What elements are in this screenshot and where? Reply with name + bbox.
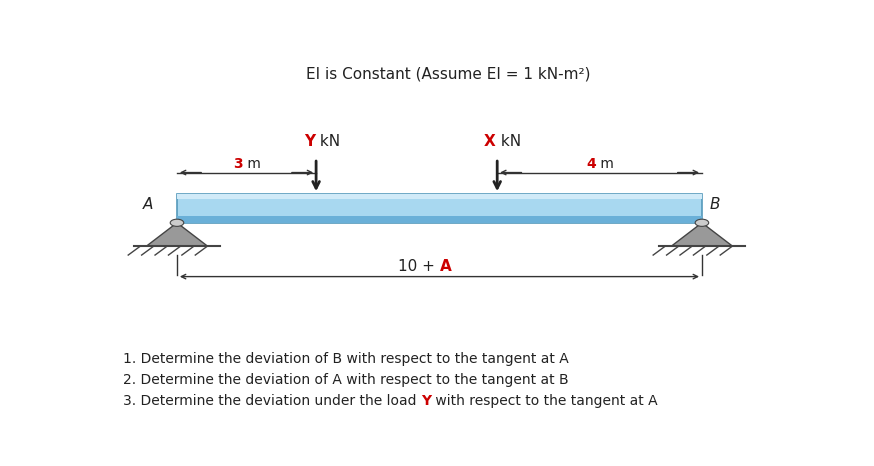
Text: Y: Y	[420, 394, 431, 408]
Text: EI is Constant (Assume EI = 1 kN-m²): EI is Constant (Assume EI = 1 kN-m²)	[306, 67, 590, 82]
Bar	[177, 194, 702, 199]
Text: 3: 3	[233, 157, 243, 171]
Text: A: A	[440, 259, 451, 274]
Bar	[177, 194, 702, 223]
Text: 3. Determine the deviation under the load: 3. Determine the deviation under the loa…	[122, 394, 420, 408]
Text: m: m	[596, 157, 614, 171]
Text: m: m	[243, 157, 261, 171]
Text: 10 +: 10 +	[398, 259, 440, 274]
Text: kN: kN	[496, 134, 521, 149]
Text: with respect to the tangent at A: with respect to the tangent at A	[431, 394, 657, 408]
Text: B: B	[710, 197, 720, 212]
Text: kN: kN	[315, 134, 340, 149]
Text: X: X	[484, 134, 496, 149]
Circle shape	[170, 219, 184, 226]
Text: A: A	[143, 197, 153, 212]
Polygon shape	[147, 223, 207, 246]
Circle shape	[695, 219, 709, 226]
Text: Y: Y	[303, 134, 315, 149]
Polygon shape	[671, 223, 732, 246]
Bar	[177, 216, 702, 223]
Text: 1. Determine the deviation of B with respect to the tangent at A: 1. Determine the deviation of B with res…	[122, 352, 569, 366]
Text: 4: 4	[586, 157, 596, 171]
Text: 2. Determine the deviation of A with respect to the tangent at B: 2. Determine the deviation of A with res…	[122, 373, 568, 387]
